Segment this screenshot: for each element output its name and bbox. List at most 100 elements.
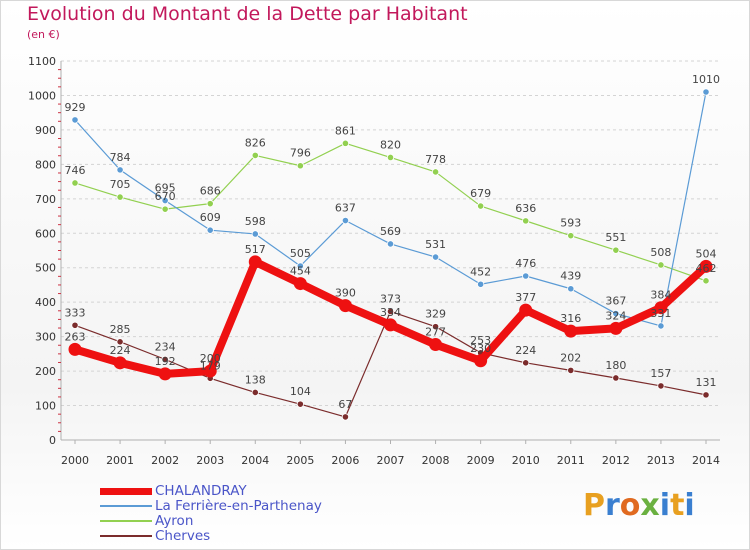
- data-label: 329: [425, 308, 446, 321]
- y-tick-label: 0: [49, 434, 56, 447]
- logo-letter: t: [670, 488, 685, 523]
- data-label: 316: [560, 312, 581, 325]
- y-tick-label: 200: [35, 365, 56, 378]
- data-point: [612, 374, 620, 382]
- data-label: 373: [380, 292, 401, 305]
- data-label: 253: [470, 334, 491, 347]
- data-point: [477, 202, 485, 210]
- logo-letter: P: [583, 488, 605, 523]
- data-point: [609, 321, 623, 335]
- data-label: 861: [335, 124, 356, 137]
- data-label: 476: [515, 257, 536, 270]
- data-label: 324: [605, 309, 626, 322]
- x-tick-label: 2012: [602, 454, 630, 467]
- data-label: 929: [65, 101, 86, 114]
- data-point: [116, 338, 124, 346]
- legend-label: CHALANDRAY: [155, 483, 247, 499]
- data-label: 670: [155, 190, 176, 203]
- data-point: [612, 246, 620, 254]
- data-label: 609: [200, 211, 221, 224]
- logo-letter: i: [659, 488, 671, 523]
- data-label: 285: [110, 323, 131, 336]
- data-label: 224: [515, 344, 536, 357]
- data-point: [341, 216, 350, 225]
- legend-swatch: [100, 520, 152, 522]
- data-point: [161, 196, 169, 205]
- chart-title: Evolution du Montant de la Dette par Hab…: [27, 3, 468, 25]
- data-point: [71, 179, 79, 187]
- data-point: [522, 217, 530, 225]
- logo-letter: i: [684, 488, 695, 523]
- y-tick-label: 1100: [28, 55, 56, 68]
- y-tick-label: 1000: [28, 89, 56, 102]
- data-label: 179: [200, 359, 221, 372]
- data-label: 551: [605, 231, 626, 244]
- data-label: 200: [200, 352, 221, 365]
- x-tick-label: 2014: [692, 454, 720, 467]
- data-point: [116, 166, 124, 174]
- data-point: [477, 280, 485, 288]
- data-point: [296, 400, 304, 408]
- data-label: 452: [470, 265, 491, 278]
- data-point: [116, 193, 124, 201]
- x-tick-label: 2006: [331, 454, 359, 467]
- data-label: 192: [155, 355, 176, 368]
- data-label: 826: [245, 136, 266, 149]
- data-label: 230: [470, 342, 491, 355]
- data-label: 263: [65, 330, 86, 343]
- data-point: [429, 338, 443, 352]
- data-point: [386, 307, 395, 316]
- data-label: 531: [425, 238, 446, 251]
- data-label: 1010: [692, 73, 720, 86]
- x-tick-label: 2000: [61, 454, 89, 467]
- data-point: [567, 285, 575, 293]
- data-point: [206, 226, 214, 234]
- x-tick-label: 2010: [512, 454, 540, 467]
- data-label: 746: [65, 164, 86, 177]
- x-tick-label: 2009: [467, 454, 495, 467]
- data-point: [251, 230, 259, 238]
- logo-letter: x: [640, 488, 660, 523]
- data-label: 334: [380, 306, 401, 319]
- data-point: [113, 356, 127, 370]
- y-tick-label: 700: [35, 193, 56, 206]
- data-label: 517: [245, 243, 266, 256]
- x-tick-label: 2007: [377, 454, 405, 467]
- data-point: [386, 153, 395, 162]
- data-point: [296, 162, 304, 170]
- data-point: [206, 200, 214, 208]
- data-point: [338, 299, 352, 313]
- data-point: [519, 303, 533, 317]
- data-point: [68, 342, 82, 356]
- data-label: 679: [470, 187, 491, 200]
- data-label: 705: [110, 178, 131, 191]
- data-label: 504: [696, 247, 717, 260]
- data-point: [474, 354, 488, 368]
- y-tick-label: 300: [35, 331, 56, 344]
- data-label: 695: [155, 182, 176, 195]
- data-point: [341, 139, 350, 147]
- data-point: [699, 259, 713, 273]
- data-label: 508: [650, 246, 671, 259]
- data-label: 234: [155, 340, 176, 353]
- y-tick-label: 600: [35, 227, 56, 240]
- data-label: 131: [696, 376, 717, 389]
- data-point: [702, 277, 710, 285]
- data-label: 331: [650, 307, 671, 320]
- data-label: 67: [338, 398, 352, 411]
- data-label: 636: [515, 202, 536, 215]
- data-label: 686: [200, 185, 221, 198]
- x-tick-label: 2003: [196, 454, 224, 467]
- x-tick-label: 2005: [286, 454, 314, 467]
- x-tick-label: 2001: [106, 454, 134, 467]
- data-point: [341, 413, 350, 421]
- y-tick-label: 100: [35, 400, 56, 413]
- data-label: 462: [696, 262, 717, 275]
- logo-letter: o: [619, 488, 641, 523]
- data-point: [251, 151, 259, 160]
- data-point: [158, 367, 172, 381]
- x-tick-label: 2013: [647, 454, 675, 467]
- data-point: [522, 272, 530, 280]
